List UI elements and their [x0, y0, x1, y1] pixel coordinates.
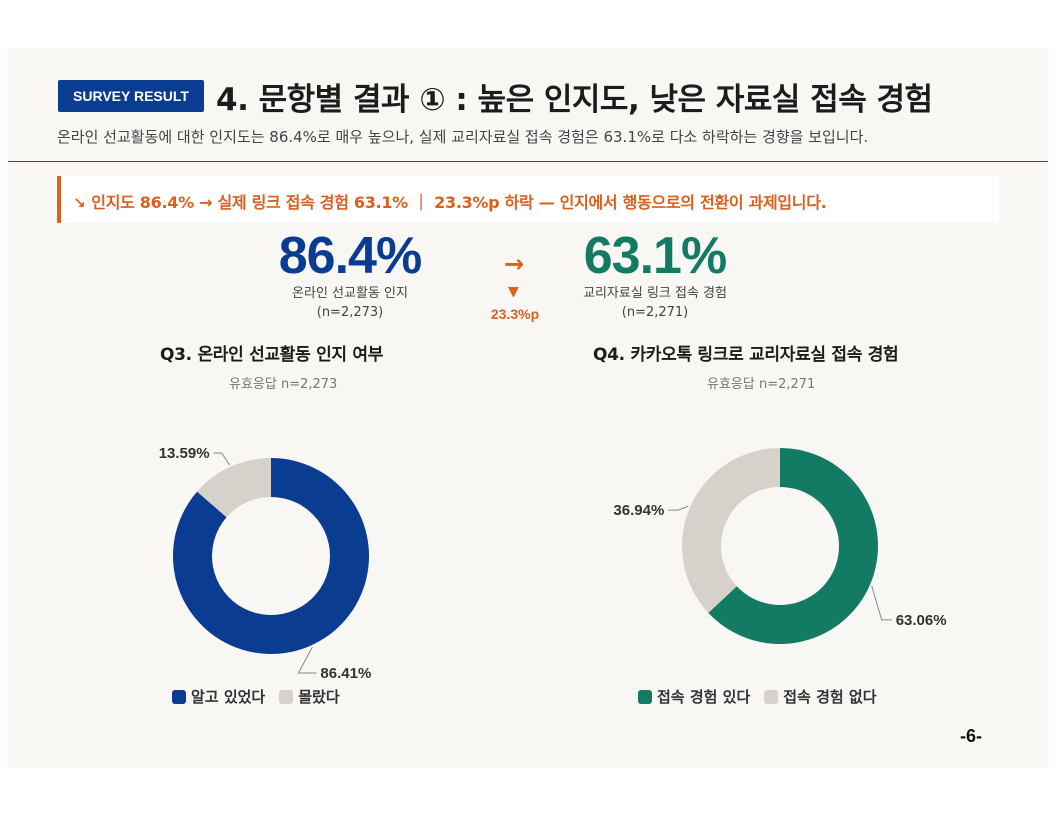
q3-donut-chart: 86.41% 13.59% — [159, 445, 372, 680]
access-n: (n=2,271) — [621, 305, 689, 320]
leader-line-1 — [871, 585, 892, 621]
leader-line-2 — [668, 505, 689, 511]
page-title: 4. 문항별 결과 ① : 높은 인지도, 낮은 자료실 접속 경험 — [216, 82, 933, 118]
legend-item-accessed: 접속 경험 있다 — [638, 686, 750, 707]
donut-slice-2 — [682, 448, 780, 613]
access-value: 63.1% — [583, 227, 727, 285]
legend-item-not-accessed: 접속 경험 없다 — [764, 686, 877, 707]
access-stat: 63.1% 교리자료실 링크 접속 경험 (n=2,271) — [560, 228, 750, 322]
triangle-down-icon: ▼ — [508, 284, 519, 300]
arrow-right-icon: → — [504, 250, 525, 278]
leader-line-2 — [213, 452, 231, 466]
legend-swatch-grey — [279, 689, 294, 704]
legend-label-aware: 알고 있었다 — [191, 688, 266, 706]
slice-label-1: 63.06% — [896, 612, 947, 629]
donut-slice-1 — [173, 458, 369, 654]
leader-line-1 — [297, 646, 317, 674]
legend-swatch-blue — [172, 689, 186, 704]
page-subtitle: 온라인 선교활동에 대한 인지도는 86.4%로 매우 높으나, 실제 교리자료… — [57, 128, 869, 146]
legend-label-not-accessed: 접속 경험 없다 — [783, 688, 877, 706]
trend-down-icon: ↘ — [73, 194, 86, 212]
legend-label-accessed: 접속 경험 있다 — [657, 688, 751, 706]
key-insight-callout: ↘ 인지도 86.4% → 실제 링크 접속 경험 63.1% ｜ 23.3%p … — [57, 176, 999, 223]
slice-label-2: 36.94% — [613, 502, 664, 519]
header-divider — [8, 161, 1048, 162]
q4-chart-title: Q4. 카카오톡 링크로 교리자료실 접속 경험 — [593, 345, 899, 365]
page-number: -6- — [960, 726, 982, 746]
callout-message: 인지도 86.4% → 실제 링크 접속 경험 63.1% ｜ 23.3%p 하… — [91, 193, 827, 212]
slide-background — [8, 48, 1048, 768]
drop-value: 23.3%p — [490, 306, 540, 322]
q4-donut-chart: 63.06% 36.94% — [613, 448, 947, 644]
q3-chart-title: Q3. 온라인 선교활동 인지 여부 — [160, 345, 384, 365]
donut-slice-2 — [197, 458, 271, 518]
legend-swatch-grey — [764, 689, 779, 704]
awareness-stat: 86.4% 온라인 선교활동 인지 (n=2,273) — [250, 228, 450, 322]
q4-legend: 접속 경험 있다 접속 경험 없다 — [638, 686, 891, 707]
legend-item-unaware: 몰랐다 — [279, 686, 340, 707]
survey-result-badge: SURVEY RESULT — [58, 80, 204, 112]
q3-legend: 알고 있었다 몰랐다 — [172, 686, 354, 707]
callout-text-row: ↘ 인지도 86.4% → 실제 링크 접속 경험 63.1% ｜ 23.3%p … — [73, 189, 827, 213]
q4-chart-subtitle: 유효응답 n=2,271 — [707, 377, 816, 392]
q3-chart-subtitle: 유효응답 n=2,273 — [229, 377, 338, 392]
donut-slice-1 — [708, 448, 878, 644]
legend-label-unaware: 몰랐다 — [298, 688, 340, 706]
access-label: 교리자료실 링크 접속 경험 — [583, 286, 727, 301]
slice-label-2: 13.59% — [159, 445, 210, 462]
legend-swatch-green — [638, 689, 652, 704]
awareness-label: 온라인 선교활동 인지 — [292, 286, 408, 301]
awareness-value: 86.4% — [278, 227, 422, 285]
slice-label-1: 86.41% — [320, 665, 371, 680]
legend-item-aware: 알고 있었다 — [172, 686, 265, 707]
awareness-n: (n=2,273) — [316, 305, 384, 320]
